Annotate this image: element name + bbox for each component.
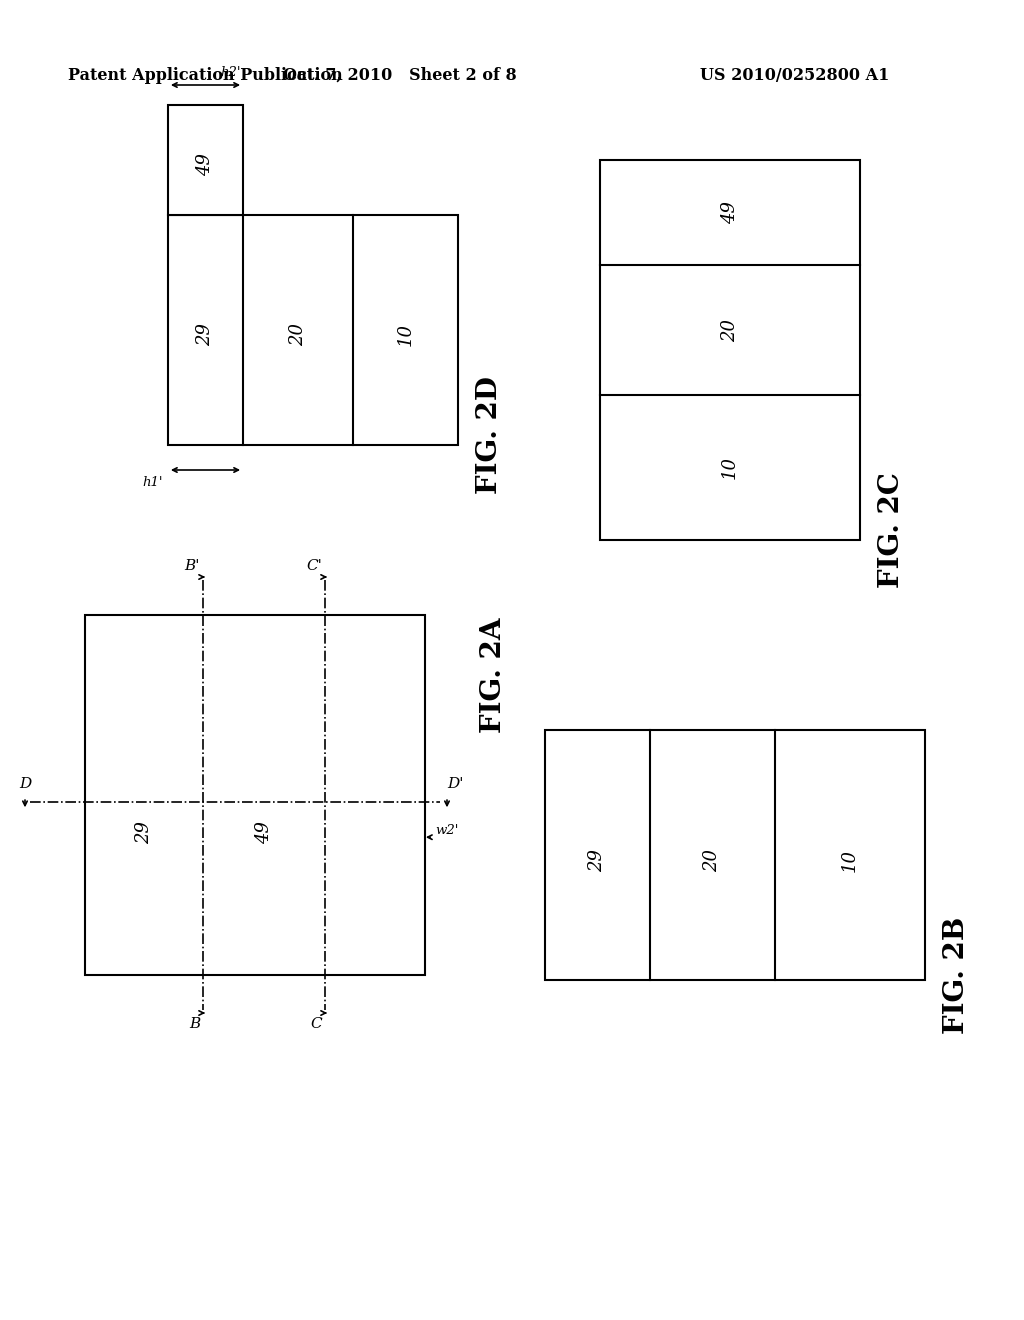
Text: Patent Application Publication: Patent Application Publication xyxy=(68,66,343,83)
Text: 10: 10 xyxy=(721,455,739,479)
Text: 10: 10 xyxy=(396,323,415,346)
Text: 29: 29 xyxy=(589,849,606,871)
Text: C: C xyxy=(310,1016,322,1031)
Text: 20: 20 xyxy=(289,323,307,346)
Text: 29: 29 xyxy=(135,821,153,843)
Text: w2': w2' xyxy=(435,824,459,837)
Bar xyxy=(545,730,925,979)
Text: h1': h1' xyxy=(142,475,163,488)
Text: B: B xyxy=(188,1016,200,1031)
Text: B': B' xyxy=(184,558,200,573)
Text: 29: 29 xyxy=(197,323,214,346)
Text: FIG. 2D: FIG. 2D xyxy=(476,376,503,494)
Text: FIG. 2B: FIG. 2B xyxy=(943,916,970,1034)
Text: h2': h2' xyxy=(220,66,241,79)
Text: 20: 20 xyxy=(703,849,722,871)
Text: C': C' xyxy=(306,558,322,573)
Text: 10: 10 xyxy=(841,849,859,871)
Bar xyxy=(168,215,458,445)
Text: 20: 20 xyxy=(721,318,739,342)
Text: 49: 49 xyxy=(721,201,739,224)
Text: 49: 49 xyxy=(255,821,273,843)
Bar xyxy=(600,160,860,540)
Text: FIG. 2C: FIG. 2C xyxy=(878,473,905,587)
Text: Oct. 7, 2010   Sheet 2 of 8: Oct. 7, 2010 Sheet 2 of 8 xyxy=(283,66,517,83)
Bar xyxy=(168,106,243,215)
Text: D': D' xyxy=(447,777,464,791)
Text: D: D xyxy=(18,777,31,791)
Text: US 2010/0252800 A1: US 2010/0252800 A1 xyxy=(700,66,890,83)
Text: FIG. 2A: FIG. 2A xyxy=(480,618,507,733)
Bar xyxy=(85,615,425,975)
Text: 49: 49 xyxy=(197,153,214,177)
